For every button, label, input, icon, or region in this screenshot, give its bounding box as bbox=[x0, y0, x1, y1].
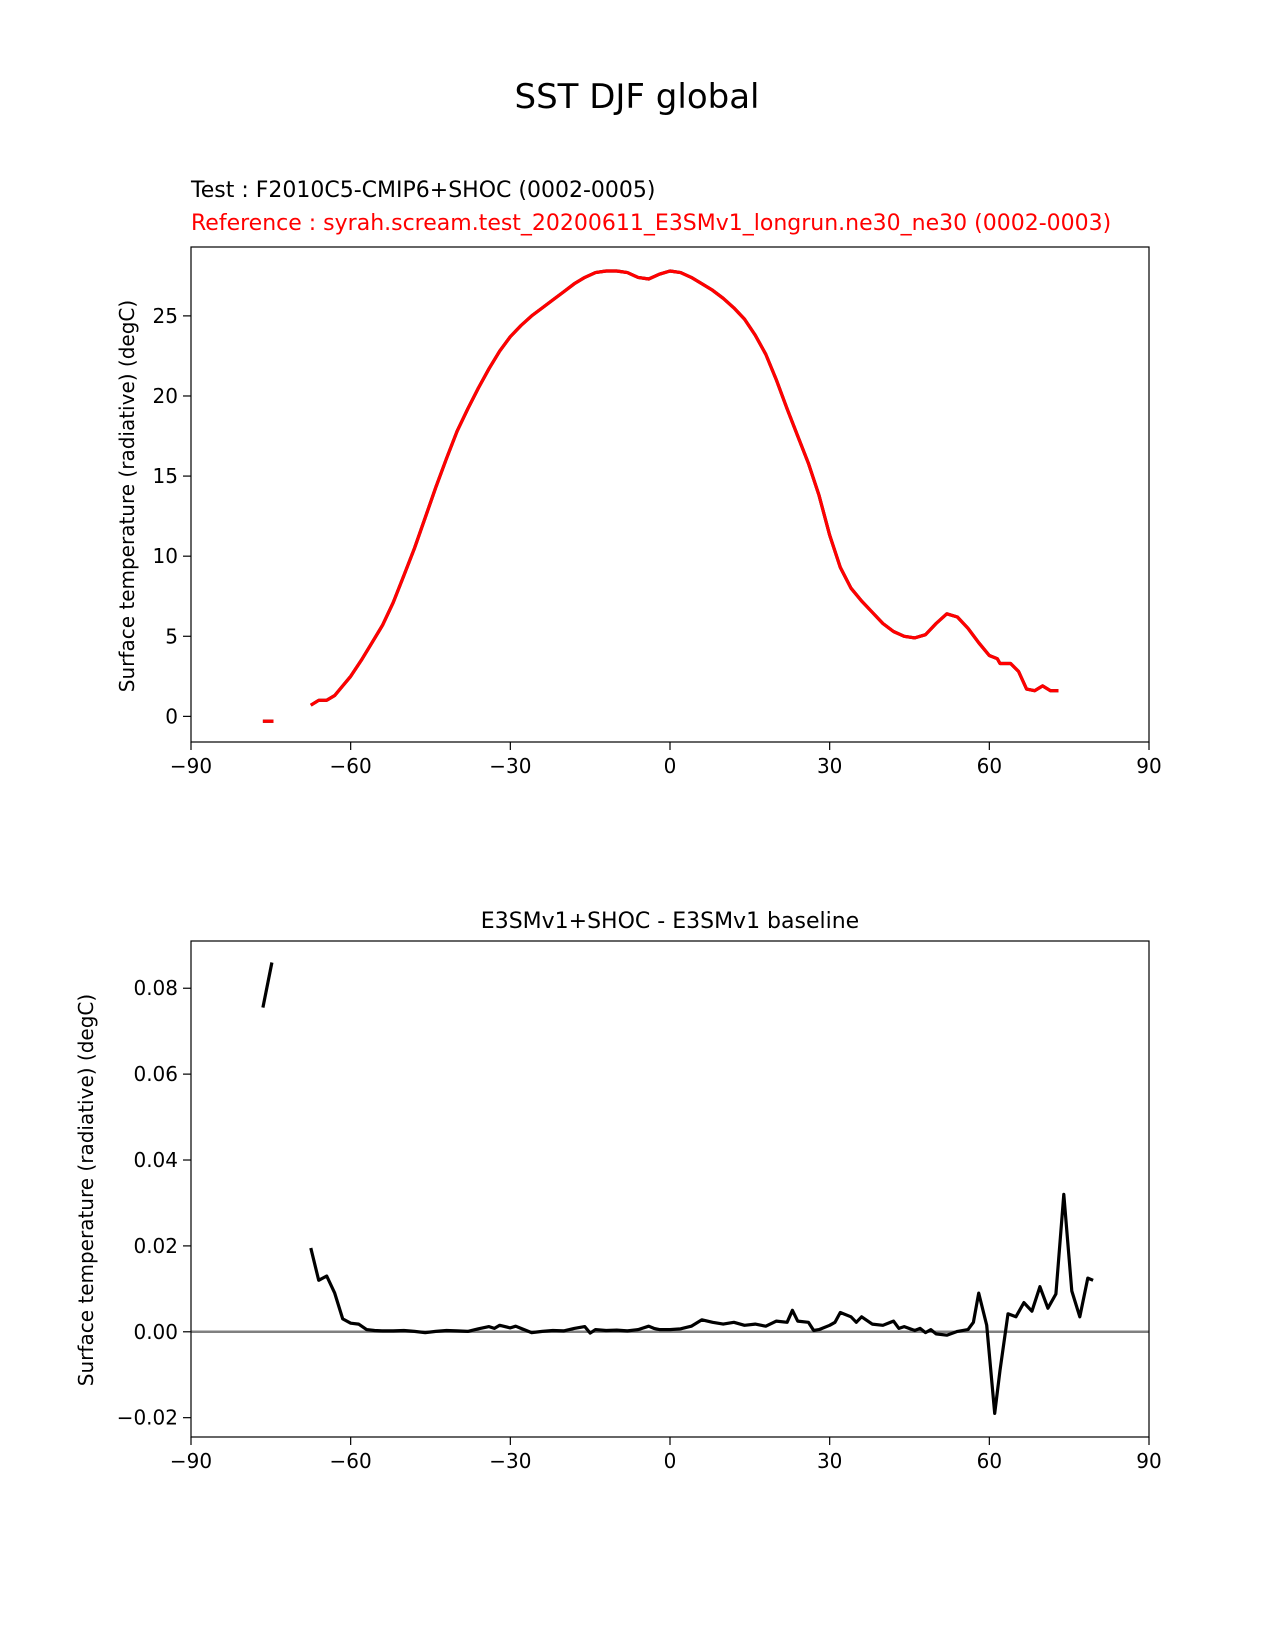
bottom-y-tick-label: 0.00 bbox=[133, 1320, 178, 1344]
bottom-x-ticks: −90 −60 −30 0 30 60 90 bbox=[170, 1437, 1162, 1473]
bottom-series-difference bbox=[309, 1192, 1094, 1416]
bottom-y-axis-label: Surface temperature (radiative) (degC) bbox=[74, 994, 98, 1386]
bottom-y-tick-label: −0.02 bbox=[117, 1406, 178, 1430]
top-y-tick-label: 5 bbox=[165, 624, 178, 648]
top-series-reference bbox=[309, 269, 1059, 707]
figure-title: SST DJF global bbox=[514, 77, 759, 117]
bottom-x-tick-label: 60 bbox=[977, 1449, 1002, 1473]
top-axes-frame bbox=[190, 246, 1150, 743]
bottom-x-tick-label: 30 bbox=[817, 1449, 842, 1473]
top-x-tick-label: 60 bbox=[977, 754, 1002, 778]
top-y-tick-label: 20 bbox=[153, 384, 178, 408]
bottom-x-tick-label: −30 bbox=[489, 1449, 531, 1473]
bottom-y-tick-label: 0.02 bbox=[133, 1234, 178, 1258]
difference-title: E3SMv1+SHOC - E3SMv1 baseline bbox=[481, 909, 859, 934]
top-y-tick-label: 15 bbox=[153, 464, 178, 488]
top-x-tick-label: −60 bbox=[330, 754, 372, 778]
bottom-y-tick-label: 0.06 bbox=[133, 1062, 178, 1086]
reference-title: Reference : syrah.scream.test_20200611_E… bbox=[191, 211, 1111, 236]
top-x-tick-label: −90 bbox=[170, 754, 212, 778]
top-y-ticks: 0 5 10 15 20 25 bbox=[153, 304, 191, 728]
bottom-x-tick-label: 0 bbox=[664, 1449, 677, 1473]
test-title: Test : F2010C5-CMIP6+SHOC (0002-0005) bbox=[190, 178, 655, 203]
bottom-y-tick-label: 0.04 bbox=[133, 1148, 178, 1172]
top-y-tick-label: 25 bbox=[153, 304, 178, 328]
top-x-tick-label: 0 bbox=[664, 754, 677, 778]
bottom-panel: E3SMv1+SHOC - E3SMv1 baseline Surface te… bbox=[74, 909, 1162, 1473]
bottom-y-ticks: −0.02 0.00 0.02 0.04 0.06 0.08 bbox=[117, 976, 191, 1430]
bottom-x-tick-label: −90 bbox=[170, 1449, 212, 1473]
top-panel: Test : F2010C5-CMIP6+SHOC (0002-0005) Re… bbox=[115, 178, 1162, 778]
top-y-axis-label: Surface temperature (radiative) (degC) bbox=[115, 300, 139, 692]
top-x-tick-label: −30 bbox=[489, 754, 531, 778]
top-series-test bbox=[309, 269, 1059, 707]
top-y-tick-label: 10 bbox=[153, 544, 178, 568]
top-plot-lines bbox=[262, 269, 1059, 723]
top-x-tick-label: 30 bbox=[817, 754, 842, 778]
bottom-plot-lines bbox=[191, 962, 1149, 1416]
bottom-series-difference bbox=[261, 962, 274, 1008]
bottom-x-tick-label: 90 bbox=[1136, 1449, 1161, 1473]
bottom-x-tick-label: −60 bbox=[330, 1449, 372, 1473]
top-x-tick-label: 90 bbox=[1136, 754, 1161, 778]
bottom-axes-frame bbox=[190, 940, 1150, 1438]
top-y-tick-label: 0 bbox=[165, 704, 178, 728]
top-x-ticks: −90 −60 −30 0 30 60 90 bbox=[170, 742, 1162, 778]
bottom-y-tick-label: 0.08 bbox=[133, 976, 178, 1000]
